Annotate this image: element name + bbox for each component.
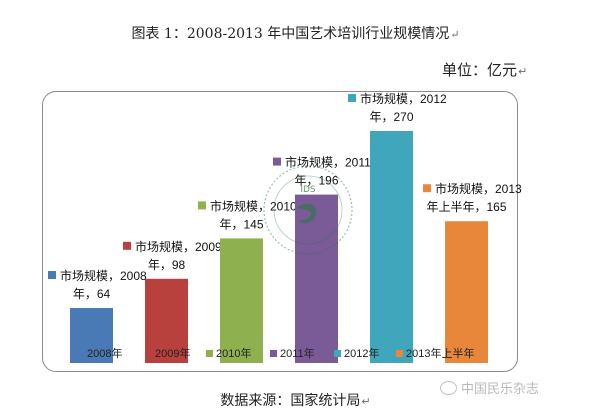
- unit-label-text: 单位：亿元: [442, 61, 518, 79]
- data-label-line2: 年，98: [148, 258, 186, 272]
- data-label-line1: 市场规模，2012: [360, 91, 447, 106]
- legend-swatch: [145, 350, 152, 357]
- paragraph-mark-icon: ↵: [450, 28, 460, 41]
- legend-label: 2010年: [216, 346, 251, 360]
- legend-swatch: [334, 350, 341, 357]
- seal-watermark: IDS: [263, 165, 353, 255]
- data-label-line1: 市场规模，2011: [285, 155, 371, 170]
- bar-2012年: [370, 131, 413, 363]
- legend-label: 2012年: [344, 346, 379, 360]
- legend-label: 2008年: [87, 346, 122, 360]
- data-label-swatch: [423, 184, 431, 193]
- data-label-line1: 市场规模，2013: [435, 181, 522, 196]
- legend-label: 2011年: [280, 346, 315, 360]
- data-label-line1: 市场规模，2009: [135, 239, 222, 254]
- paragraph-mark-icon: ↵: [361, 395, 371, 408]
- data-label-line1: 市场规模，2008: [60, 268, 147, 283]
- data-label-swatch: [123, 241, 131, 250]
- data-source-text: 数据来源：国家统计局: [220, 393, 361, 409]
- bar-2013年上半年: [445, 221, 488, 363]
- data-label-swatch: [198, 201, 206, 210]
- data-label-swatch: [48, 271, 56, 280]
- bar-2010年: [220, 238, 263, 363]
- data-label-line2: 年，196: [294, 174, 338, 188]
- data-label-line1: 市场规模，2010: [210, 198, 297, 213]
- legend-swatch: [206, 350, 213, 357]
- wechat-watermark-text: 中国民乐杂志: [461, 382, 540, 397]
- data-label-line2: 年，145: [219, 217, 263, 231]
- wechat-icon: [440, 381, 457, 395]
- bar-2009年: [145, 278, 188, 363]
- legend-swatch: [396, 350, 403, 357]
- data-label-line2: 年，64: [73, 287, 111, 301]
- chart-caption-text: 图表 1：2008-2013 年中国艺术培训行业规模情况: [131, 26, 450, 42]
- data-label-line2: 年，270: [369, 110, 413, 124]
- data-label-line2: 年上半年，165: [426, 200, 506, 214]
- legend-swatch: [270, 350, 277, 357]
- data-label-swatch: [273, 157, 281, 166]
- legend-swatch: [77, 350, 84, 357]
- legend-label: 2013年上半年: [406, 346, 474, 360]
- chart-caption: 图表 1：2008-2013 年中国艺术培训行业规模情况↵: [0, 23, 591, 43]
- data-source: 数据来源：国家统计局↵: [0, 390, 591, 410]
- svg-text:IDS: IDS: [300, 185, 316, 195]
- unit-label: 单位：亿元↵: [442, 59, 527, 80]
- legend-label: 2009年: [155, 346, 190, 360]
- paragraph-mark-icon: ↵: [518, 65, 528, 78]
- wechat-watermark: 中国民乐杂志: [440, 378, 539, 397]
- chart-frame: [42, 91, 518, 372]
- data-label-swatch: [348, 94, 356, 102]
